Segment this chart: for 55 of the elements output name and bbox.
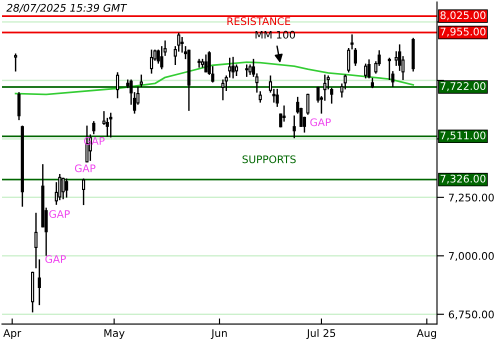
ref-line-label: 8,025.00 bbox=[440, 11, 486, 20]
candlestick bbox=[64, 178, 68, 198]
x-tick-label: Apr bbox=[3, 329, 22, 340]
candlestick bbox=[38, 259, 41, 306]
candlestick bbox=[92, 121, 96, 134]
ref-line-label: 7,955.00 bbox=[440, 28, 486, 37]
line-series bbox=[14, 61, 414, 96]
annotation: RESISTANCE bbox=[227, 17, 290, 26]
x-tick-label: Jul 25 bbox=[306, 328, 336, 339]
candlestick bbox=[232, 56, 235, 78]
candlestick bbox=[234, 64, 238, 76]
annotation: GAP bbox=[74, 164, 96, 172]
annotation: GAP bbox=[310, 118, 331, 126]
candlestick bbox=[245, 64, 248, 77]
candlestick bbox=[82, 178, 86, 206]
candlestick bbox=[62, 178, 65, 200]
candlestick bbox=[347, 48, 350, 72]
candlestick bbox=[306, 94, 310, 115]
y-tick-label: 7,000.00 bbox=[448, 252, 494, 261]
x-tick-label: Jun bbox=[210, 329, 227, 339]
y-tick-label: 6,750.00 bbox=[448, 310, 494, 320]
x-tick-label: Aug bbox=[416, 329, 436, 340]
candlestick bbox=[221, 80, 224, 100]
candlestick bbox=[394, 51, 398, 66]
ref-line-label: 7,722.00 bbox=[440, 82, 486, 92]
candlestick bbox=[258, 91, 262, 103]
candlestick bbox=[34, 212, 38, 268]
candlestick bbox=[367, 59, 371, 78]
y-tick-label: 7,250.00 bbox=[448, 194, 494, 203]
candlestick bbox=[364, 64, 368, 78]
ref-line-label: 7,326.00 bbox=[440, 174, 486, 184]
candlestick bbox=[344, 74, 347, 90]
x-tick-label: May bbox=[104, 329, 125, 340]
candlestick bbox=[17, 92, 21, 120]
candlestick bbox=[204, 54, 208, 72]
annotation: GAP bbox=[49, 210, 70, 218]
annotation: GAP bbox=[45, 255, 66, 264]
candlestick bbox=[292, 116, 296, 138]
candlestick bbox=[150, 50, 154, 74]
candlestick bbox=[160, 46, 164, 70]
candlestick bbox=[140, 74, 143, 87]
ref-line-label: 7,511.00 bbox=[440, 131, 486, 140]
candlestick bbox=[354, 48, 358, 66]
candlestick bbox=[323, 74, 326, 101]
annotation: 28/07/2025 15:39 GMT bbox=[6, 4, 128, 13]
candlestick bbox=[228, 58, 232, 78]
candlestick bbox=[198, 58, 201, 68]
candlestick bbox=[350, 34, 354, 50]
candlestick bbox=[388, 58, 391, 80]
candlestick bbox=[276, 88, 279, 107]
candlestick bbox=[14, 54, 18, 72]
candlestick bbox=[116, 72, 120, 98]
candlestick bbox=[180, 36, 184, 53]
candlestick bbox=[109, 112, 112, 138]
annotation: SUPPORTS bbox=[242, 155, 296, 164]
